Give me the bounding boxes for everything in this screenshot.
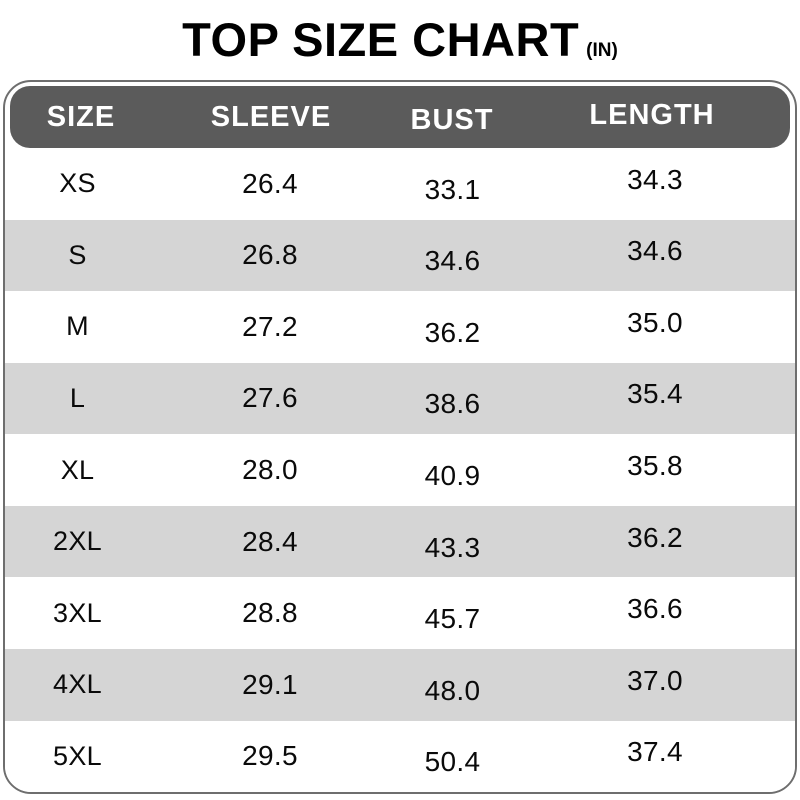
size-label-cell: 3XL	[53, 597, 102, 628]
sleeve-value-cell: 28.0	[242, 454, 298, 486]
bust-value-cell: 45.7	[424, 603, 481, 635]
length-value-cell: 36.2	[627, 521, 683, 553]
sleeve-value-cell: 29.1	[242, 668, 298, 700]
size-table: SIZE SLEEVE BUST LENGTH XS 26.4 33.1 34.3 S 26.8…	[3, 80, 797, 794]
bust-value-cell: 43.3	[424, 531, 481, 563]
table-row: XL 28.0 40.9 35.8	[5, 434, 795, 506]
column-header-sleeve: SLEEVE	[210, 100, 332, 133]
table-row: 3XL 28.8 45.7 36.6	[5, 577, 795, 649]
length-value-cell: 37.0	[627, 664, 683, 696]
table-row: 5XL 29.5 50.4 37.4	[5, 720, 795, 792]
sleeve-value-cell: 27.6	[242, 382, 298, 414]
column-header-length: LENGTH	[589, 98, 715, 131]
sleeve-value-cell: 28.4	[242, 525, 298, 557]
bust-value-cell: 50.4	[424, 746, 481, 778]
bust-value-cell: 33.1	[424, 173, 481, 205]
length-value-cell: 34.3	[627, 163, 683, 195]
table-row: 4XL 29.1 48.0 37.0	[5, 648, 795, 721]
table-body: XS 26.4 33.1 34.3 S 26.8 34.6 34.6 M 27.2 36.2 35.0…	[5, 148, 795, 792]
bust-value-cell: 40.9	[424, 460, 481, 492]
title-unit: (IN)	[586, 40, 618, 61]
length-value-cell: 35.4	[627, 378, 683, 410]
length-value-cell: 34.6	[627, 235, 683, 267]
size-label-cell: S	[68, 239, 87, 270]
table-row: XS 26.4 33.1 34.3	[5, 148, 795, 220]
length-value-cell: 37.4	[627, 736, 683, 768]
bust-value-cell: 34.6	[424, 245, 481, 277]
column-header-size: SIZE	[46, 100, 116, 133]
size-label-cell: 5XL	[53, 740, 102, 771]
table-row: M 27.2 36.2 35.0	[5, 291, 795, 363]
size-label-cell: 4XL	[53, 669, 102, 700]
sleeve-value-cell: 28.8	[242, 597, 298, 629]
column-header-bust: BUST	[410, 103, 494, 136]
sleeve-value-cell: 26.4	[242, 167, 298, 199]
size-label-cell: XL	[60, 454, 95, 485]
size-label-cell: XS	[59, 168, 96, 199]
bust-value-cell: 38.6	[424, 388, 481, 420]
sleeve-value-cell: 29.5	[242, 740, 298, 772]
table-row: L 27.6 38.6 35.4	[5, 362, 795, 435]
sleeve-value-cell: 26.8	[242, 239, 298, 271]
sleeve-value-cell: 27.2	[242, 310, 298, 342]
size-label-cell: M	[66, 311, 89, 342]
size-label-cell: 2XL	[53, 526, 102, 557]
table-header: SIZE SLEEVE BUST LENGTH	[10, 86, 790, 148]
size-label-cell: L	[69, 382, 86, 413]
title-text: TOP SIZE CHART	[182, 13, 580, 66]
page-title: TOP SIZE CHART (IN)	[0, 12, 800, 67]
bust-value-cell: 36.2	[424, 316, 481, 348]
table-row: 2XL 28.4 43.3 36.2	[5, 505, 795, 578]
length-value-cell: 35.8	[627, 450, 683, 482]
table-row: S 26.8 34.6 34.6	[5, 219, 795, 292]
bust-value-cell: 48.0	[424, 674, 481, 706]
length-value-cell: 35.0	[627, 306, 683, 338]
length-value-cell: 36.6	[627, 593, 683, 625]
